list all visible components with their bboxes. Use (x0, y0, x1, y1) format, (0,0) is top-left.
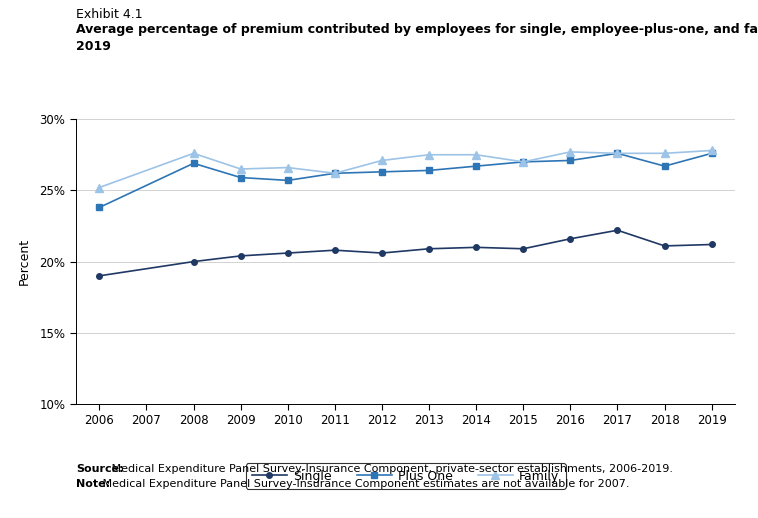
Text: Average percentage of premium contributed by employees for single, employee-plus: Average percentage of premium contribute… (76, 23, 758, 53)
Text: Source:: Source: (76, 464, 124, 473)
Legend: Single, Plus One, Family: Single, Plus One, Family (246, 464, 565, 489)
Text: Note:: Note: (76, 479, 110, 489)
Text: Exhibit 4.1: Exhibit 4.1 (76, 8, 143, 21)
Y-axis label: Percent: Percent (18, 238, 31, 285)
Text: Medical Expenditure Panel Survey-Insurance Component estimates are not available: Medical Expenditure Panel Survey-Insuran… (99, 479, 629, 489)
Text: Medical Expenditure Panel Survey-Insurance Component, private-sector establishme: Medical Expenditure Panel Survey-Insuran… (108, 464, 672, 473)
